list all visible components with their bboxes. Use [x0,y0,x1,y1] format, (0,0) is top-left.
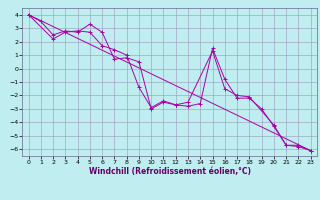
X-axis label: Windchill (Refroidissement éolien,°C): Windchill (Refroidissement éolien,°C) [89,167,251,176]
